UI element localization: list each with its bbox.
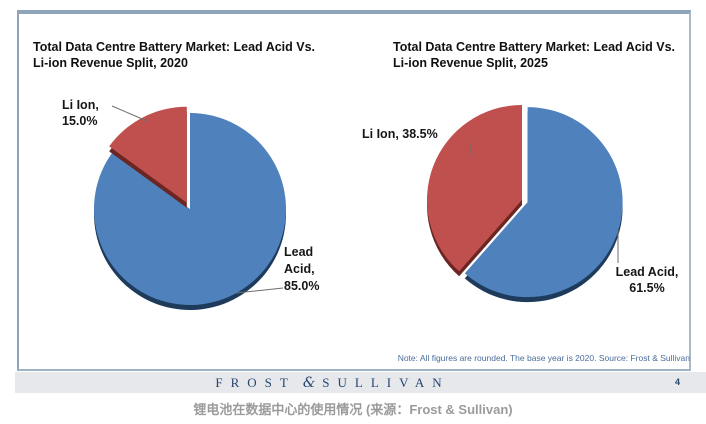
chart-title-2025-line2: Li-ion Revenue Split, 2025: [393, 56, 548, 70]
pie-chart-2020: [93, 105, 286, 310]
source-note: Note: All figures are rounded. The base …: [397, 353, 690, 363]
pie-slice-lead-acid: [93, 113, 286, 305]
brand-sullivan: SULLIVAN: [322, 375, 450, 390]
pie-label-lead-acid-2020-line2: Acid,: [284, 262, 315, 276]
pie-label-li-ion-2020-line1: Li Ion,: [62, 98, 99, 112]
chart-title-2020: Total Data Centre Battery Market: Lead A…: [33, 39, 315, 71]
label-leader-line: [111, 105, 148, 122]
pie-slice-li-ion: [109, 106, 187, 203]
page-number: 4: [674, 377, 680, 387]
pie-label-li-ion-2020: Li Ion, 15.0%: [62, 97, 99, 129]
pie-slice-li-ion: [427, 105, 522, 272]
pie-label-lead-acid-2020-line3: 85.0%: [284, 279, 320, 293]
pie-label-lead-acid-2025-line1: Lead Acid,: [615, 265, 679, 279]
figure-caption: 锂电池在数据中心的使用情况 (来源：Frost & Sullivan): [193, 402, 513, 417]
pie-label-lead-acid-2025-line2: 61.5%: [629, 281, 665, 295]
pie-label-lead-acid-2020: Lead Acid, 85.0%: [284, 244, 319, 295]
frost-sullivan-logo: FROST & SULLIVAN: [15, 375, 650, 391]
pie-chart-2025: [426, 105, 623, 303]
brand-frost: FROST: [215, 375, 296, 390]
brand-ampersand: &: [302, 375, 316, 391]
chart-title-2020-line2: Li-ion Revenue Split, 2020: [33, 56, 188, 70]
chart-title-2025-line1: Total Data Centre Battery Market: Lead A…: [393, 40, 676, 54]
chart-title-2020-line1: Total Data Centre Battery Market: Lead A…: [33, 40, 316, 54]
pie-slice-lead-acid: [464, 107, 623, 298]
pie-label-li-ion-2025-line1: Li Ion, 38.5%: [362, 127, 438, 141]
label-leader-line: [235, 287, 284, 294]
pie-label-lead-acid-2020-line1: Lead: [284, 245, 314, 259]
chart-title-2025: Total Data Centre Battery Market: Lead A…: [393, 39, 675, 71]
footer-band: FROST & SULLIVAN 4: [15, 372, 706, 393]
pie-label-li-ion-2025: Li Ion, 38.5%: [362, 126, 438, 142]
pie-label-lead-acid-2025: Lead Acid, 61.5%: [599, 264, 695, 296]
pie-label-li-ion-2020-line2: 15.0%: [62, 114, 98, 128]
